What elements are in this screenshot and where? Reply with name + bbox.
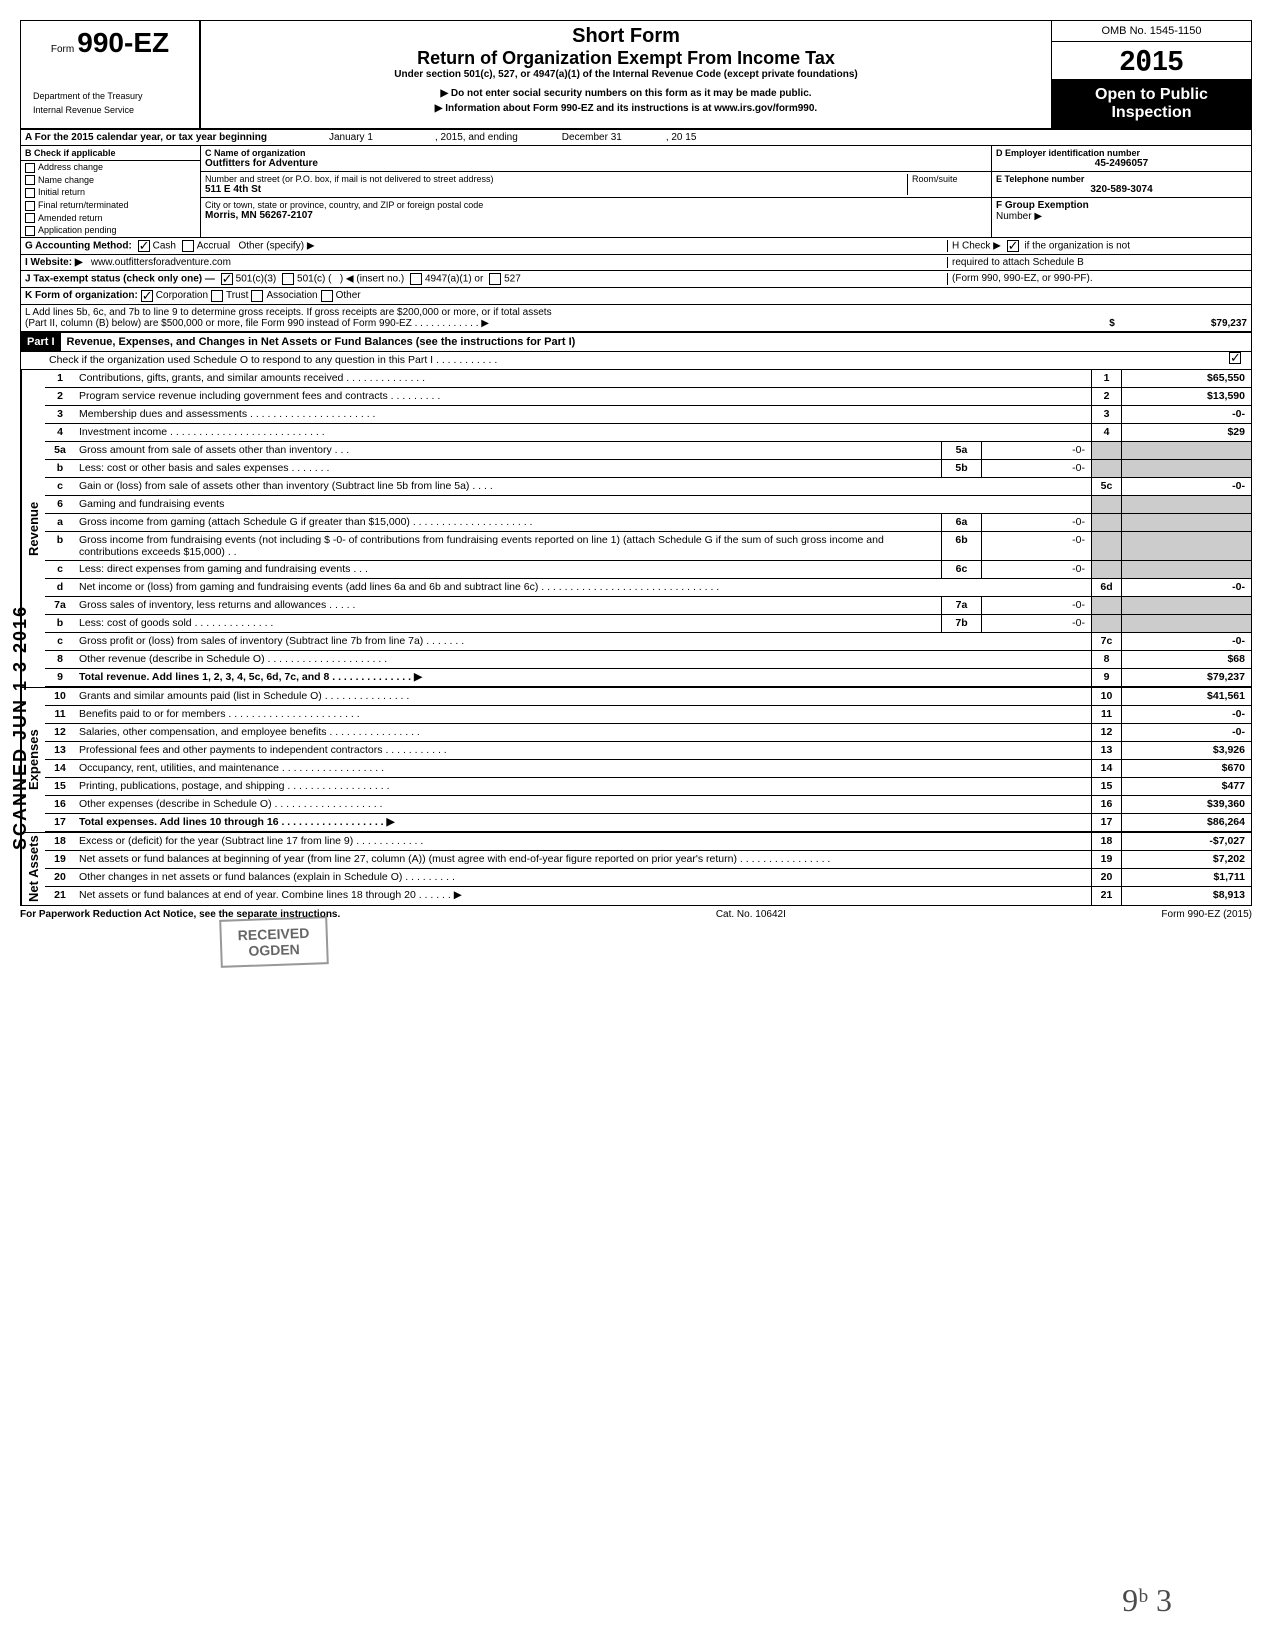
tax-year: 20201515 — [1052, 42, 1251, 80]
omb-number: OMB No. 1545-1150 — [1052, 21, 1251, 42]
line19-value: $7,202 — [1121, 851, 1251, 868]
footer-right: Form 990-EZ (2015) — [1161, 909, 1252, 920]
dept-irs: Internal Revenue Service — [27, 103, 193, 117]
part1-check-schedule-o: Check if the organization used Schedule … — [21, 352, 1251, 370]
chk-accrual[interactable] — [182, 240, 194, 252]
line3-value: -0- — [1121, 406, 1251, 423]
gross-receipts-amount: $79,237 — [1127, 318, 1247, 329]
column-b: B Check if applicable Address change Nam… — [21, 146, 201, 237]
chk-amended[interactable]: Amended return — [21, 212, 200, 225]
footer-center: Cat. No. 10642I — [716, 909, 786, 920]
line9-value: $79,237 — [1121, 669, 1251, 686]
form-header: Form 990-EZ Department of the Treasury I… — [21, 21, 1251, 130]
section-bcdef: B Check if applicable Address change Nam… — [21, 146, 1251, 238]
chk-501c3[interactable] — [221, 273, 233, 285]
open-to-public: Open to Public Inspection — [1052, 80, 1251, 128]
chk-association[interactable] — [251, 290, 263, 302]
scanned-stamp: SCANNED JUN 1 3 2016 — [10, 605, 31, 850]
line21-value: $8,913 — [1121, 887, 1251, 905]
line11-value: -0- — [1121, 706, 1251, 723]
row-j-tax-exempt: J Tax-exempt status (check only one) — 5… — [21, 271, 1251, 288]
line6d-value: -0- — [1121, 579, 1251, 596]
chk-501c[interactable] — [282, 273, 294, 285]
city-state-zip: Morris, MN 56267-2107 — [205, 210, 987, 221]
form-990ez: Form 990-EZ Department of the Treasury I… — [20, 20, 1252, 906]
chk-application-pending[interactable]: Application pending — [21, 224, 200, 237]
received-stamp: RECEIVED OGDEN — [219, 916, 328, 968]
line15-value: $477 — [1121, 778, 1251, 795]
header-left: Form 990-EZ Department of the Treasury I… — [21, 21, 201, 128]
header-right: OMB No. 1545-1150 20201515 Open to Publi… — [1051, 21, 1251, 128]
chk-trust[interactable] — [211, 290, 223, 302]
row-i-website: I Website: ▶ www.outfittersforadventure.… — [21, 255, 1251, 271]
row-k-form-org: K Form of organization: Corporation Trus… — [21, 288, 1251, 305]
line10-value: $41,561 — [1121, 688, 1251, 705]
line13-value: $3,926 — [1121, 742, 1251, 759]
line5c-value: -0- — [1121, 478, 1251, 495]
expenses-section: Expenses 10Grants and similar amounts pa… — [21, 687, 1251, 832]
subtitle: Under section 501(c), 527, or 4947(a)(1)… — [209, 69, 1043, 80]
line18-value: -$7,027 — [1121, 833, 1251, 850]
website-url: www.outfittersforadventure.com — [91, 257, 231, 268]
line2-value: $13,590 — [1121, 388, 1251, 405]
title-short-form: Short Form — [209, 25, 1043, 48]
street-address: 511 E 4th St — [205, 184, 907, 195]
line7c-value: -0- — [1121, 633, 1251, 650]
chk-4947[interactable] — [410, 273, 422, 285]
warning-ssn: ▶ Do not enter social security numbers o… — [209, 86, 1043, 101]
line17-value: $86,264 — [1121, 814, 1251, 831]
net-assets-section: Net Assets 18Excess or (deficit) for the… — [21, 832, 1251, 905]
row-g-accounting: G Accounting Method: Cash Accrual Other … — [21, 238, 1251, 255]
header-center: Short Form Return of Organization Exempt… — [201, 21, 1051, 128]
line20-value: $1,711 — [1121, 869, 1251, 886]
chk-cash[interactable] — [138, 240, 150, 252]
row-a-calendar-year: A For the 2015 calendar year, or tax yea… — [21, 130, 1251, 146]
part1-header: Part I Revenue, Expenses, and Changes in… — [21, 333, 1251, 352]
revenue-section: Revenue 1Contributions, gifts, grants, a… — [21, 370, 1251, 687]
line4-value: $29 — [1121, 424, 1251, 441]
chk-other-org[interactable] — [321, 290, 333, 302]
chk-corporation[interactable] — [141, 290, 153, 302]
chk-final-return[interactable]: Final return/terminated — [21, 199, 200, 212]
row-l-gross-receipts: L Add lines 5b, 6c, and 7b to line 9 to … — [21, 305, 1251, 333]
title-return: Return of Organization Exempt From Incom… — [209, 48, 1043, 69]
form-number: 990-EZ — [77, 27, 169, 58]
line1-value: $65,550 — [1121, 370, 1251, 387]
footer: For Paperwork Reduction Act Notice, see … — [20, 906, 1252, 923]
line8-value: $68 — [1121, 651, 1251, 668]
warning-info: ▶ Information about Form 990-EZ and its … — [209, 101, 1043, 116]
form-prefix: Form — [51, 44, 74, 55]
line14-value: $670 — [1121, 760, 1251, 777]
org-name: Outfitters for Adventure — [205, 158, 987, 169]
line16-value: $39,360 — [1121, 796, 1251, 813]
chk-schedule-o[interactable] — [1229, 352, 1241, 364]
column-c: C Name of organization Outfitters for Ad… — [201, 146, 991, 237]
chk-address-change[interactable]: Address change — [21, 161, 200, 174]
column-def: D Employer identification number 45-2496… — [991, 146, 1251, 237]
ein: 45-2496057 — [996, 158, 1247, 169]
chk-initial-return[interactable]: Initial return — [21, 186, 200, 199]
chk-name-change[interactable]: Name change — [21, 174, 200, 187]
chk-schedule-b[interactable] — [1007, 240, 1019, 252]
line12-value: -0- — [1121, 724, 1251, 741]
chk-527[interactable] — [489, 273, 501, 285]
phone: 320-589-3074 — [996, 184, 1247, 195]
signature-scribble: 9ᵇ 3 — [1122, 1582, 1172, 1619]
dept-treasury: Department of the Treasury — [27, 89, 193, 103]
